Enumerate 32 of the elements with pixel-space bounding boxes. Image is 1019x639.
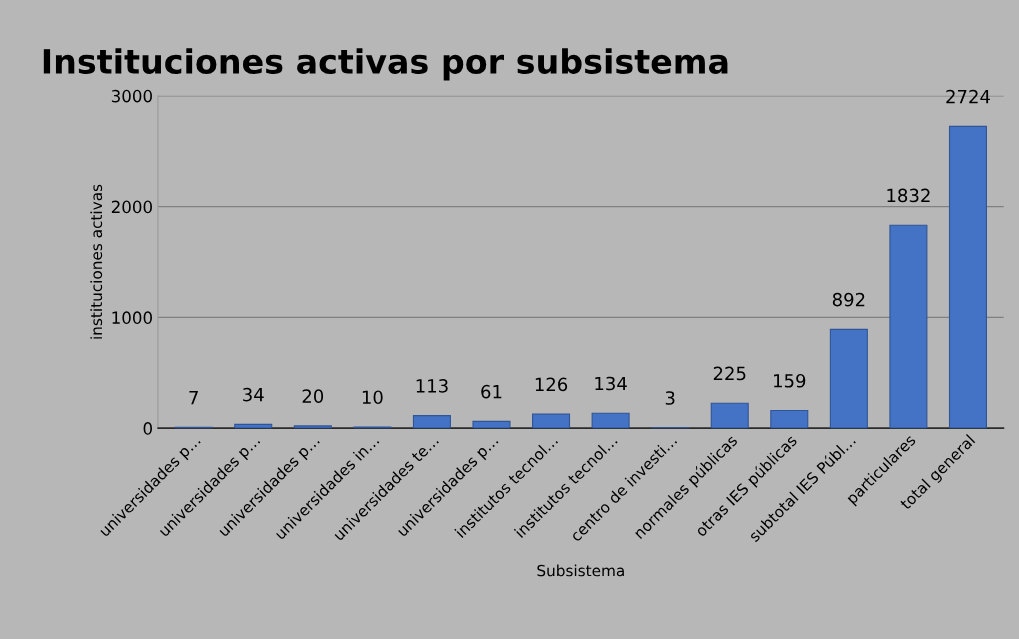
data-label: 113	[416, 379, 448, 393]
chart-title: Instituciones activas por subsistema	[43, 48, 728, 81]
bar	[770, 409, 809, 429]
y-tick-label: 2000	[111, 200, 152, 214]
bar	[710, 402, 749, 429]
data-label: 2724	[946, 89, 990, 104]
data-label: 126	[535, 377, 568, 392]
data-label: 134	[595, 376, 627, 391]
bar	[234, 423, 273, 429]
bar	[293, 425, 332, 429]
data-label: 3	[665, 391, 675, 405]
data-label: 892	[832, 292, 865, 307]
y-axis-title: instituciones activas	[90, 184, 103, 339]
data-label: 61	[481, 384, 502, 399]
bar	[889, 224, 928, 429]
bar	[412, 415, 451, 429]
bar	[829, 328, 868, 429]
data-label: 20	[302, 389, 324, 403]
y-tick-label: 3000	[111, 89, 152, 103]
y-tick-label: 0	[143, 422, 152, 435]
bar	[948, 125, 987, 429]
y-tick-label: 1000	[112, 311, 152, 324]
data-label: 34	[243, 387, 264, 402]
x-axis-title: Subsistema	[537, 564, 624, 577]
bar	[591, 412, 630, 429]
bar	[532, 413, 571, 429]
data-label: 10	[362, 390, 383, 405]
data-label: 159	[774, 373, 806, 388]
bar	[472, 420, 511, 429]
data-label: 225	[713, 366, 746, 381]
data-label: 7	[189, 390, 198, 405]
data-label: 1832	[887, 188, 930, 203]
